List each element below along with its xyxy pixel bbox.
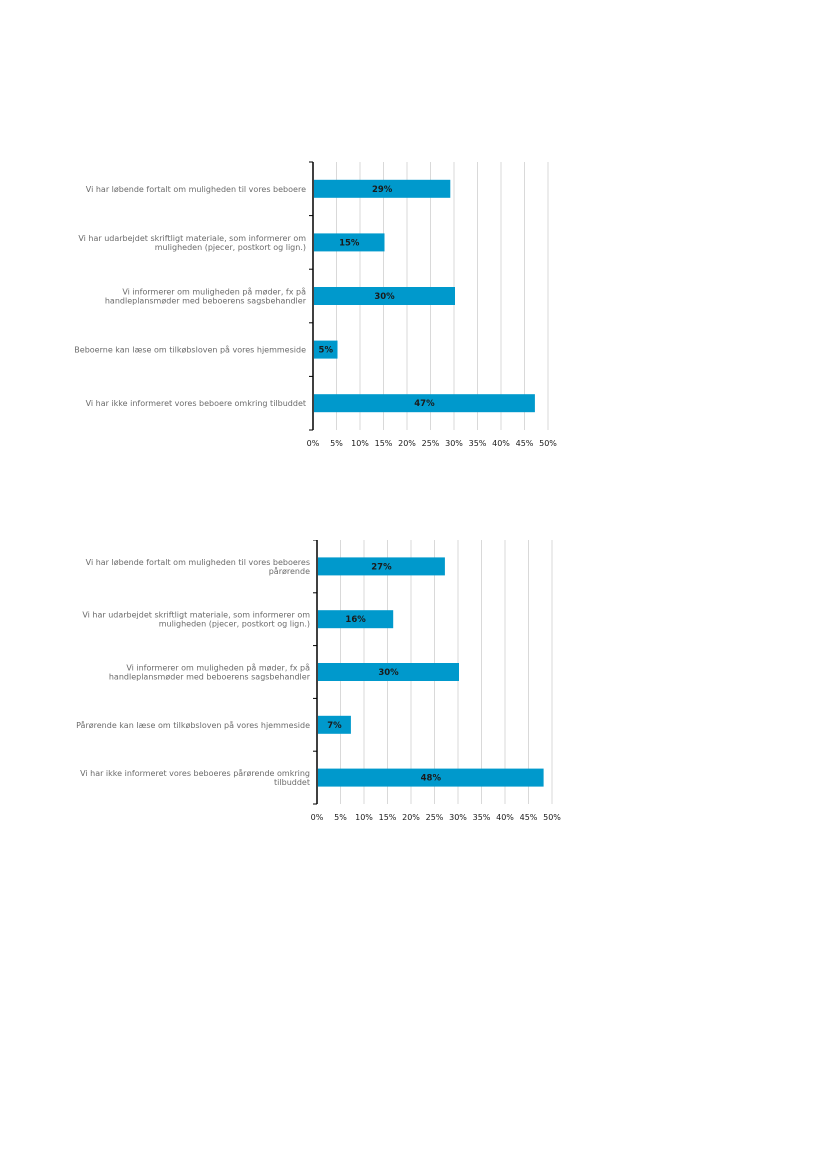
x-tick-label: 10%: [351, 439, 369, 448]
category-label: Vi informerer om muligheden på møder, fx…: [105, 287, 307, 306]
category-label: Vi har løbende fortalt om muligheden til…: [86, 558, 310, 576]
x-tick-label: 50%: [543, 813, 561, 822]
bar-value-label: 30%: [378, 668, 399, 678]
bar: [314, 287, 455, 305]
category-label: Vi har ikke informeret vores beboere omk…: [86, 399, 306, 408]
category-label: Vi har ikke informeret vores beboeres på…: [80, 768, 310, 787]
x-tick-label: 40%: [492, 439, 510, 448]
bar: [318, 768, 544, 787]
x-tick-label: 40%: [496, 813, 514, 822]
bar-value-label: 30%: [374, 292, 395, 302]
x-tick-label: 15%: [375, 439, 393, 448]
bar-value-label: 7%: [327, 721, 342, 731]
bar-value-label: 48%: [421, 774, 442, 784]
x-tick-label: 35%: [469, 439, 487, 448]
chart-relatives-svg: 0% 5% 10% 15% 20% 25% 30% 35% 40% 45% 50% 27% Vi har…: [76, 540, 561, 822]
chart-residents-svg: 0% 5% 10% 15% 20% 25% 30% 35% 40% 45% 50% 29% Vi har…: [74, 161, 557, 448]
x-tick-label: 20%: [398, 439, 416, 448]
x-tick-label: 15%: [379, 813, 397, 822]
bar: [318, 715, 351, 734]
category-label: Pårørende kan læse om tilkøbsloven på vo…: [76, 720, 310, 730]
bar-value-label: 27%: [371, 562, 392, 572]
bar-value-label: 16%: [345, 615, 366, 625]
x-tick-label: 5%: [330, 439, 343, 448]
x-tick-label: 25%: [426, 813, 444, 822]
category-label: Vi har udarbejdet skriftligt materiale, …: [82, 611, 310, 629]
category-label: Vi informerer om muligheden på møder, fx…: [109, 663, 311, 682]
chart-relatives: 0% 5% 10% 15% 20% 25% 30% 35% 40% 45% 50% 27% Vi har…: [0, 540, 827, 825]
bar-value-label: 5%: [319, 346, 334, 356]
bar: [318, 557, 445, 576]
category-label: Vi har udarbejdet skriftligt materiale, …: [78, 234, 306, 252]
category-label: Vi har løbende fortalt om muligheden til…: [86, 185, 306, 194]
bar: [314, 394, 535, 413]
x-tick-label: 25%: [422, 439, 440, 448]
bar: [314, 233, 385, 252]
x-tick-label: 20%: [402, 813, 420, 822]
x-tick-label: 35%: [473, 813, 491, 822]
chart-residents: 0% 5% 10% 15% 20% 25% 30% 35% 40% 45% 50% 29% Vi har…: [0, 150, 827, 450]
x-tick-label: 45%: [520, 813, 538, 822]
bar-value-label: 29%: [372, 185, 393, 195]
bar: [318, 610, 394, 629]
x-tick-label: 50%: [539, 439, 557, 448]
bar: [314, 179, 451, 198]
category-label: Beboerne kan læse om tilkøbsloven på vor…: [74, 345, 306, 355]
bar-value-label: 47%: [414, 399, 435, 409]
bar-value-label: 15%: [339, 238, 360, 248]
x-tick-label: 45%: [516, 439, 534, 448]
x-tick-label: 0%: [311, 813, 324, 822]
x-tick-label: 5%: [334, 813, 347, 822]
bar: [318, 663, 459, 681]
x-tick-label: 10%: [355, 813, 373, 822]
bar: [314, 340, 338, 359]
x-tick-label: 30%: [445, 439, 463, 448]
x-tick-label: 30%: [449, 813, 467, 822]
x-tick-label: 0%: [307, 439, 320, 448]
